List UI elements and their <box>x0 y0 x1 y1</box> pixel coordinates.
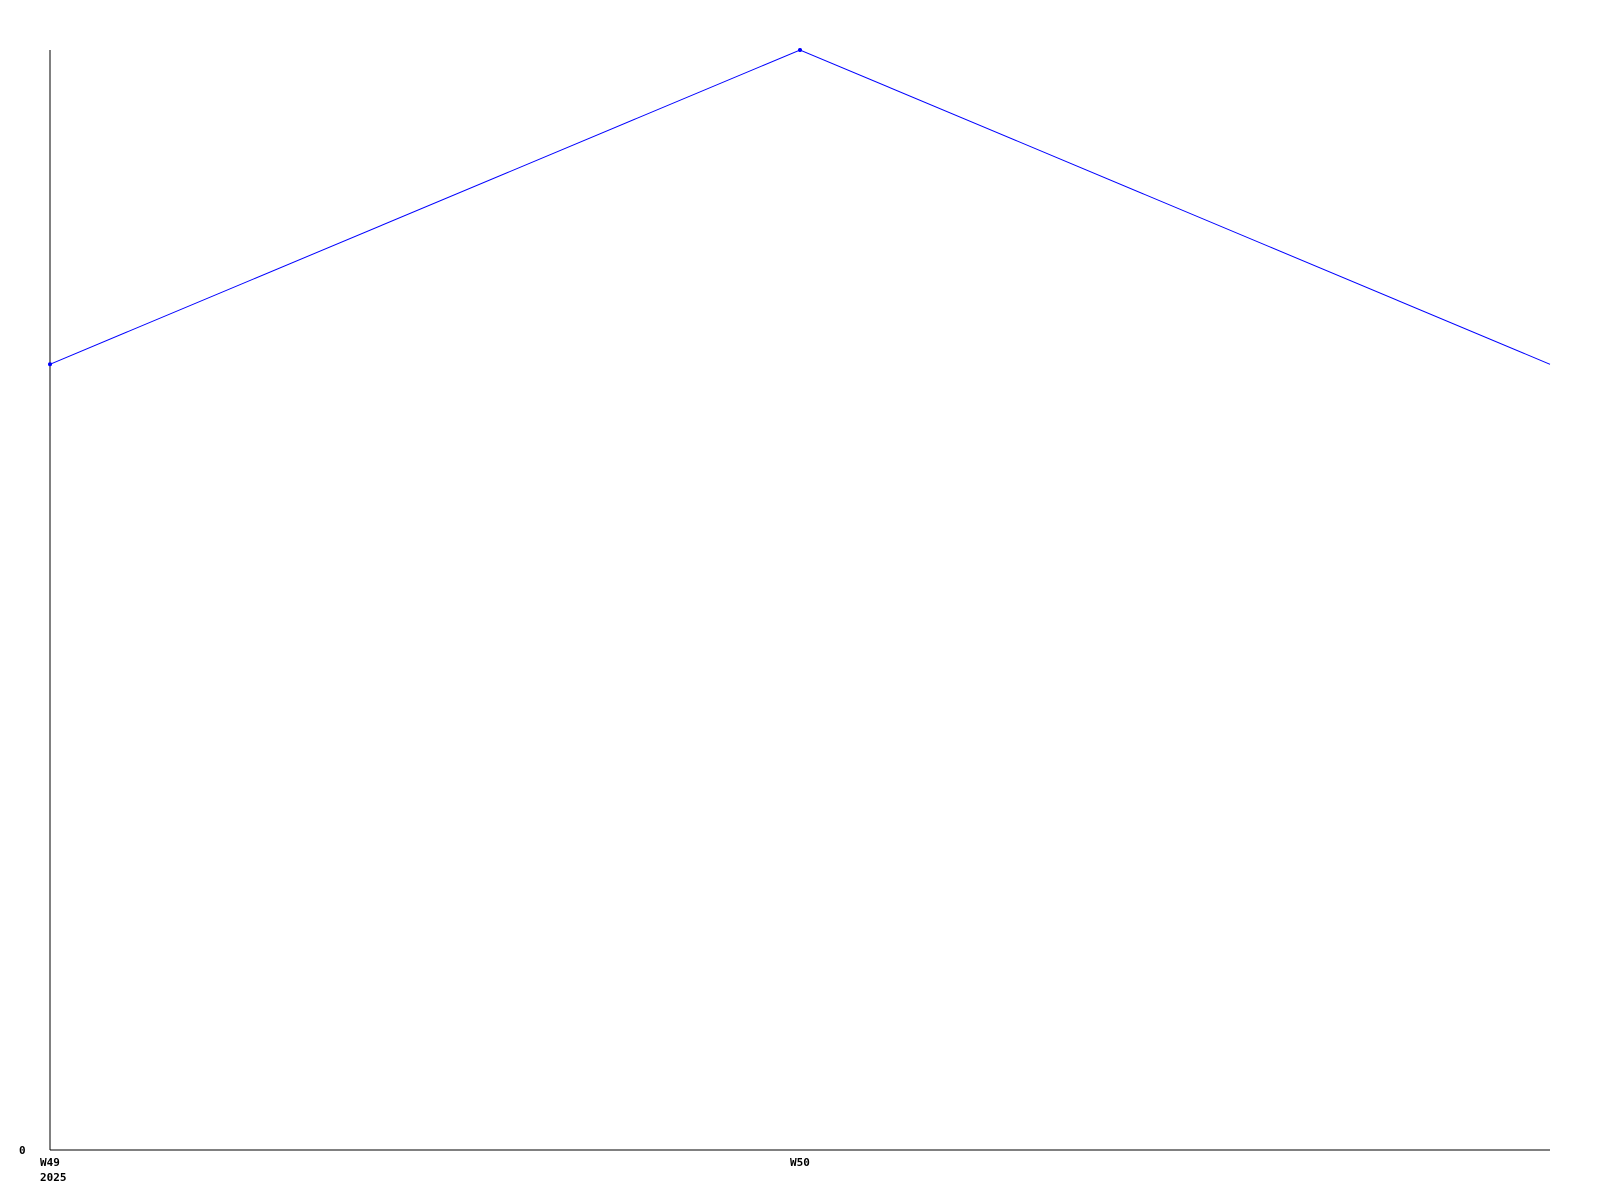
x-tick-sublabel-year: 2025 <box>40 1171 67 1184</box>
data-point-w49 <box>48 362 52 367</box>
y-tick-label-0: 0 <box>19 1144 26 1157</box>
x-tick-label-w50: W50 <box>790 1156 810 1169</box>
data-point-w50 <box>798 48 802 52</box>
x-tick-label-w49: W49 <box>40 1156 60 1169</box>
series-line <box>49 49 1551 365</box>
